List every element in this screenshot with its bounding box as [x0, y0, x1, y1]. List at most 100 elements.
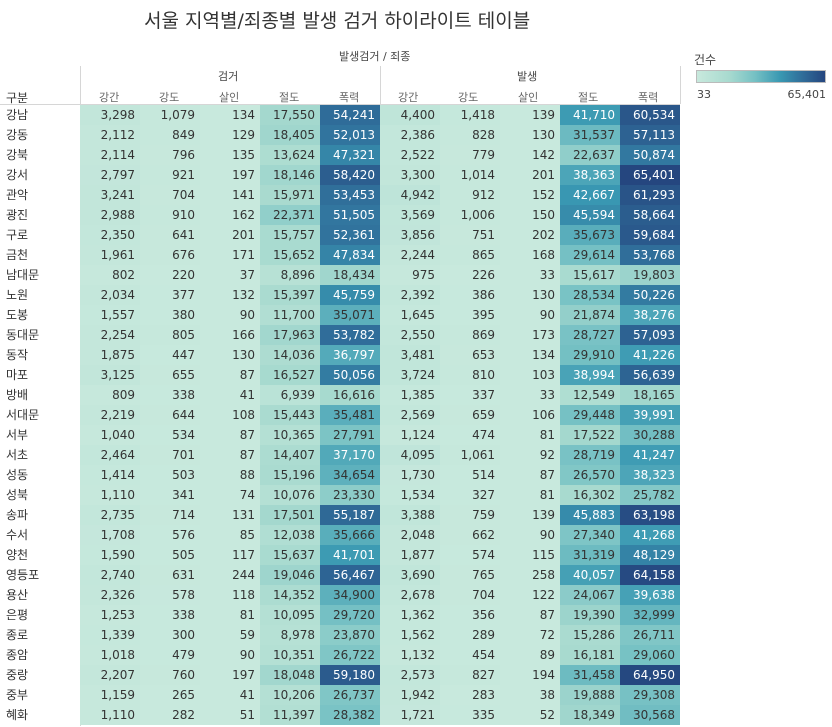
row-label: 종로 — [6, 628, 29, 642]
row-label: 동대문 — [6, 328, 40, 342]
cell-arrest-rape: 2,740 — [80, 565, 140, 585]
table-row: 종암 1,018 479 90 10,351 26,722 1,132 454 89 16,181… — [0, 645, 832, 665]
cell-occurrence-violence: 30,568 — [620, 705, 680, 725]
cell-arrest-robbery: 655 — [140, 365, 200, 385]
table-row: 중부 1,159 265 41 10,206 26,737 1,942 283 38 19,888… — [0, 685, 832, 705]
cell-occurrence-theft: 35,673 — [560, 225, 620, 245]
legend-max-label: 65,401 — [787, 88, 827, 101]
cell-occurrence-robbery: 356 — [440, 605, 500, 625]
cell-occurrence-theft: 45,883 — [560, 505, 620, 525]
cell-arrest-robbery: 1,079 — [140, 105, 200, 125]
cell-arrest-rape: 802 — [80, 265, 140, 285]
cell-arrest-violence: 35,071 — [320, 305, 380, 325]
row-label: 혜화 — [6, 708, 29, 722]
cell-arrest-theft: 18,048 — [260, 665, 320, 685]
cell-occurrence-rape: 2,386 — [380, 125, 440, 145]
column-group-title: 발생검거 / 죄종 — [339, 50, 411, 63]
cell-occurrence-murder: 258 — [500, 565, 560, 585]
cell-occurrence-violence: 30,288 — [620, 425, 680, 445]
cell-occurrence-rape: 2,522 — [380, 145, 440, 165]
cell-occurrence-robbery: 386 — [440, 285, 500, 305]
cell-occurrence-murder: 152 — [500, 185, 560, 205]
table-row: 방배 809 338 41 6,939 16,616 1,385 337 33 12,549 18,… — [0, 385, 832, 405]
cell-arrest-theft: 10,095 — [260, 605, 320, 625]
cell-arrest-murder: 37 — [200, 265, 260, 285]
cell-arrest-violence: 41,701 — [320, 545, 380, 565]
cell-arrest-violence: 18,434 — [320, 265, 380, 285]
cell-occurrence-robbery: 327 — [440, 485, 500, 505]
row-label: 영등포 — [6, 568, 40, 582]
cell-arrest-rape: 1,339 — [80, 625, 140, 645]
cell-arrest-rape: 3,241 — [80, 185, 140, 205]
cell-arrest-rape: 2,988 — [80, 205, 140, 225]
cell-occurrence-robbery: 283 — [440, 685, 500, 705]
cell-occurrence-robbery: 765 — [440, 565, 500, 585]
cell-occurrence-murder: 81 — [500, 485, 560, 505]
cell-arrest-murder: 130 — [200, 345, 260, 365]
cell-arrest-violence: 47,321 — [320, 145, 380, 165]
cell-occurrence-rape: 1,942 — [380, 685, 440, 705]
cell-occurrence-violence: 29,060 — [620, 645, 680, 665]
col-header-occurrence-theft: 절도 — [578, 91, 599, 104]
row-label: 관악 — [6, 188, 29, 202]
cell-arrest-violence: 47,834 — [320, 245, 380, 265]
cell-occurrence-violence: 38,323 — [620, 465, 680, 485]
cell-occurrence-robbery: 704 — [440, 585, 500, 605]
cell-occurrence-murder: 130 — [500, 125, 560, 145]
table-row: 동대문 2,254 805 166 17,963 53,782 2,550 869 173 28,… — [0, 325, 832, 345]
cell-occurrence-murder: 173 — [500, 325, 560, 345]
cell-occurrence-violence: 25,782 — [620, 485, 680, 505]
cell-occurrence-murder: 168 — [500, 245, 560, 265]
cell-arrest-rape: 1,590 — [80, 545, 140, 565]
cell-occurrence-theft: 18,349 — [560, 705, 620, 725]
cell-arrest-violence: 37,170 — [320, 445, 380, 465]
cell-occurrence-rape: 1,645 — [380, 305, 440, 325]
cell-occurrence-murder: 90 — [500, 525, 560, 545]
cell-occurrence-rape: 3,724 — [380, 365, 440, 385]
table-row: 혜화 1,110 282 51 11,397 28,382 1,721 335 52 18,349… — [0, 705, 832, 725]
table-row: 용산 2,326 578 118 14,352 34,900 2,678 704 122 24,0… — [0, 585, 832, 605]
cell-occurrence-robbery: 1,006 — [440, 205, 500, 225]
cell-arrest-violence: 34,900 — [320, 585, 380, 605]
cell-occurrence-violence: 39,638 — [620, 585, 680, 605]
cell-arrest-theft: 8,896 — [260, 265, 320, 285]
cell-arrest-robbery: 220 — [140, 265, 200, 285]
cell-arrest-violence: 23,330 — [320, 485, 380, 505]
cell-occurrence-rape: 1,562 — [380, 625, 440, 645]
cell-occurrence-rape: 2,573 — [380, 665, 440, 685]
cell-occurrence-rape: 3,856 — [380, 225, 440, 245]
cell-arrest-rape: 1,557 — [80, 305, 140, 325]
cell-occurrence-theft: 29,448 — [560, 405, 620, 425]
cell-arrest-violence: 56,467 — [320, 565, 380, 585]
table-row: 양천 1,590 505 117 15,637 41,701 1,877 574 115 31,3… — [0, 545, 832, 565]
cell-arrest-robbery: 578 — [140, 585, 200, 605]
cell-arrest-rape: 1,018 — [80, 645, 140, 665]
cell-occurrence-murder: 139 — [500, 105, 560, 125]
cell-arrest-violence: 59,180 — [320, 665, 380, 685]
cell-arrest-violence: 52,361 — [320, 225, 380, 245]
cell-occurrence-theft: 19,390 — [560, 605, 620, 625]
table-row: 은평 1,253 338 81 10,095 29,720 1,362 356 87 19,390… — [0, 605, 832, 625]
cell-occurrence-murder: 142 — [500, 145, 560, 165]
cell-occurrence-rape: 2,392 — [380, 285, 440, 305]
cell-occurrence-violence: 56,639 — [620, 365, 680, 385]
cell-arrest-robbery: 341 — [140, 485, 200, 505]
row-header-label: 구분 — [6, 91, 29, 105]
cell-occurrence-violence: 50,874 — [620, 145, 680, 165]
cell-occurrence-theft: 38,363 — [560, 165, 620, 185]
cell-arrest-rape: 809 — [80, 385, 140, 405]
table-row: 광진 2,988 910 162 22,371 51,505 3,569 1,006 150 45… — [0, 205, 832, 225]
cell-occurrence-rape: 3,569 — [380, 205, 440, 225]
cell-occurrence-murder: 150 — [500, 205, 560, 225]
row-label: 성북 — [6, 488, 29, 502]
cell-occurrence-theft: 31,537 — [560, 125, 620, 145]
cell-occurrence-violence: 63,198 — [620, 505, 680, 525]
cell-arrest-murder: 129 — [200, 125, 260, 145]
col-header-arrest-theft: 절도 — [279, 91, 300, 104]
cell-occurrence-rape: 4,095 — [380, 445, 440, 465]
cell-arrest-rape: 2,207 — [80, 665, 140, 685]
cell-occurrence-murder: 139 — [500, 505, 560, 525]
cell-occurrence-robbery: 912 — [440, 185, 500, 205]
cell-occurrence-violence: 41,226 — [620, 345, 680, 365]
cell-arrest-violence: 16,616 — [320, 385, 380, 405]
